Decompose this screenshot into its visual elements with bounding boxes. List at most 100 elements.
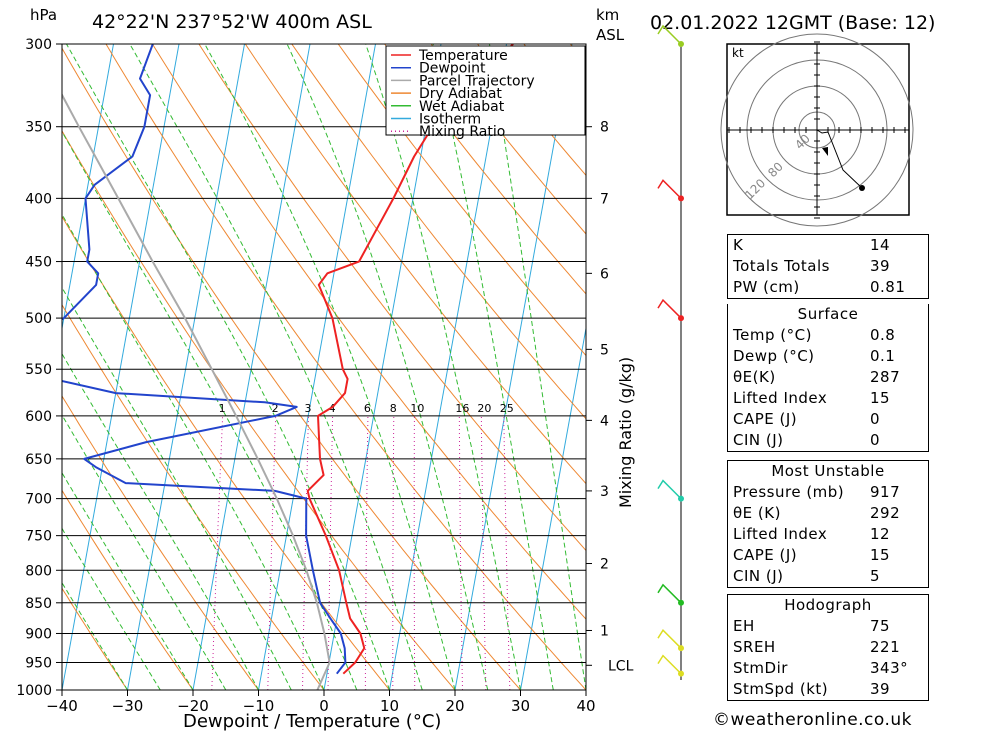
pressure-axis: 300 350 400 450 500 550 600 650 700 750 800 850 900 9… — [16, 37, 62, 699]
copyright: ©weatheronline.co.uk — [713, 710, 913, 730]
mixing-ratio-line — [392, 415, 395, 690]
wind-barb — [657, 298, 682, 319]
dewpoint-line — [62, 44, 347, 675]
wet-adiabat — [432, 44, 554, 690]
indices-table: K 14 Totals Totals 39 PW (cm) 0.81 — [727, 234, 929, 299]
y-tick-label: 700 — [25, 492, 52, 508]
km-tick-label: LCL — [608, 658, 634, 674]
dry-adiabat — [384, 44, 586, 295]
hodograph-row: StmSpd (kt) 39 — [733, 680, 891, 698]
surface-title: Surface — [797, 305, 859, 323]
dry-adiabat — [62, 587, 128, 690]
mixing-ratio-label: 2 — [272, 402, 279, 415]
most-unstable-row: CIN (J) 5 — [733, 567, 881, 585]
mixing-ratio-label: 8 — [390, 402, 397, 415]
y-tick-label: 950 — [25, 655, 52, 671]
mixing-ratio-label: 3 — [304, 402, 311, 415]
hodograph-trace — [816, 129, 863, 189]
most-unstable-table: Most Unstable Pressure (mb) 917 θE (K) 292… — [727, 460, 929, 588]
wet-adiabat — [286, 44, 489, 690]
isobars — [62, 43, 586, 691]
most-unstable-row: θE (K) 292 — [733, 504, 901, 522]
y-tick-label: 750 — [25, 529, 52, 545]
location-title: 42°22'N 237°52'W 400m ASL — [92, 11, 372, 33]
mixing-ratio-label: 10 — [410, 402, 424, 415]
x-tick-label: −10 — [243, 697, 275, 715]
mixing-ratio-label: 6 — [364, 402, 371, 415]
dry-adiabat — [62, 489, 194, 690]
surface-row: Dewp (°C) 0.1 — [733, 347, 896, 365]
legend-entry: Dewpoint — [419, 61, 486, 77]
hodograph-table: Hodograph EH 75 SREH 221 StmDir 343° StmSpd… — [727, 594, 929, 701]
x-tick-label: 10 — [380, 697, 399, 715]
surface-row: CAPE (J) 0 — [733, 410, 881, 428]
legend-box — [385, 45, 586, 136]
mixing-ratio-label: 1 — [219, 402, 226, 415]
mixing-ratio-label: 25 — [500, 402, 514, 415]
x-tick-label: 40 — [576, 697, 595, 715]
mixing-ratio-axis-title: Mixing Ratio (g/kg) — [616, 357, 635, 508]
hodograph-end-dot — [859, 185, 865, 191]
isotherm — [62, 44, 180, 690]
wind-barb — [657, 628, 682, 649]
hodograph-row: SREH 221 — [733, 638, 901, 656]
isotherm — [62, 44, 114, 332]
mixing-ratio-labels: 1 2 3 4 6 8 10 16 20 25 — [219, 402, 514, 415]
legend-entry: Isotherm — [419, 112, 481, 128]
dry-adiabat — [430, 44, 586, 235]
y-tick-label: 900 — [25, 626, 52, 642]
surface-table: Surface Temp (°C) 0.8 Dewp (°C) 0.1 θE(K) 2… — [727, 304, 929, 452]
hodograph-row: StmDir 343° — [733, 659, 909, 677]
hodograph-unit-label: kt — [732, 46, 744, 60]
most-unstable-row: Lifted Index 12 — [733, 525, 891, 543]
legend-entry: Wet Adiabat — [419, 99, 505, 115]
mixing-ratio-label: 16 — [455, 402, 469, 415]
x-tick-label: 20 — [445, 697, 464, 715]
km-tick-label: 3 — [600, 484, 609, 500]
wind-profile — [657, 24, 684, 680]
most-unstable-row: Pressure (mb) 917 — [733, 483, 901, 501]
hodograph-title: Hodograph — [784, 596, 872, 614]
most-unstable-title: Most Unstable — [771, 462, 885, 480]
km-tick-label: 4 — [600, 413, 609, 429]
parcel-trajectory-line — [62, 92, 331, 690]
km-label: km — [596, 6, 619, 24]
x-tick-label: 30 — [511, 697, 530, 715]
isotherm — [454, 44, 573, 690]
y-tick-label: 1000 — [16, 683, 52, 699]
surface-row: θE(K) 287 — [733, 368, 901, 386]
mixing-ratio-line — [302, 415, 309, 690]
isotherm — [192, 44, 311, 690]
wind-barb — [657, 24, 682, 45]
legend-entry: Parcel Trajectory — [419, 73, 535, 89]
surface-row: Lifted Index 15 — [733, 389, 891, 407]
km-tick-label: 1 — [600, 623, 609, 639]
isotherm — [520, 325, 586, 690]
surface-row: Temp (°C) 0.8 — [733, 326, 896, 344]
x-tick-label: −30 — [112, 697, 144, 715]
most-unstable-row: CAPE (J) 15 — [733, 546, 891, 564]
y-tick-label: 400 — [25, 191, 52, 207]
dry-adiabat — [337, 44, 586, 357]
y-tick-label: 550 — [25, 362, 52, 378]
km-tick-label: 2 — [600, 557, 609, 573]
wind-barb — [657, 654, 682, 675]
legend-entry: Mixing Ratio — [419, 124, 505, 140]
temperature-axis: −40 −30 −20 −10 0 10 20 30 40 — [46, 690, 596, 715]
x-tick-label: 0 — [319, 697, 329, 715]
hodograph-row: EH 75 — [733, 617, 891, 635]
x-tick-label: −20 — [177, 697, 209, 715]
datetime-title: 02.01.2022 12GMT (Base: 12) — [650, 12, 935, 34]
km-tick-label: 6 — [600, 266, 609, 282]
dry-adiabat — [62, 47, 521, 690]
dry-adiabat — [198, 44, 586, 552]
y-tick-label: 500 — [25, 311, 52, 327]
storm-motion-arrow — [822, 147, 828, 156]
legend-entry: Dry Adiabat — [419, 86, 502, 102]
mixing-ratio-label: 20 — [477, 402, 491, 415]
wind-barb — [657, 479, 682, 500]
pressure-unit-label: hPa — [30, 6, 57, 24]
wind-barb — [657, 179, 682, 199]
